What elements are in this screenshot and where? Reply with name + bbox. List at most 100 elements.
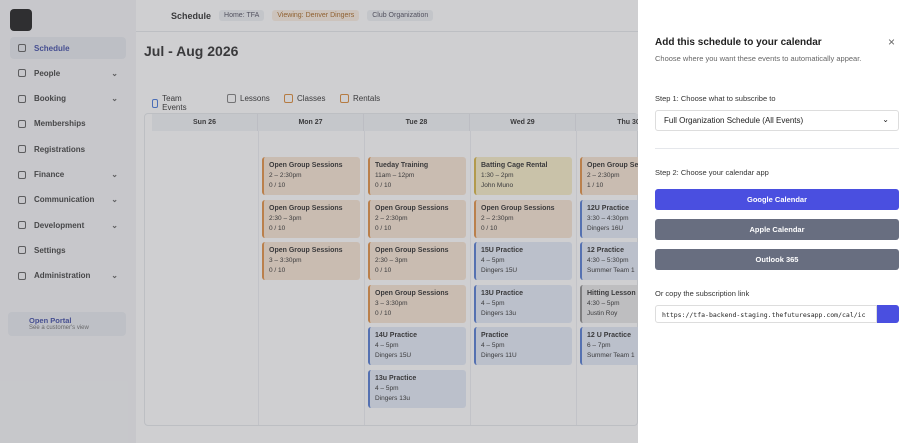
event-time: 1:30 – 2pm bbox=[481, 172, 514, 179]
event-title: 13U Practice bbox=[481, 289, 524, 297]
filter[interactable]: Lessons bbox=[227, 94, 270, 103]
event-time: 4:30 – 5pm bbox=[587, 299, 620, 307]
drawer: Add this schedule to your calendar × Cho… bbox=[638, 0, 916, 443]
chip[interactable]: Club Organization bbox=[367, 10, 434, 21]
nav-item[interactable]: Finance ⌄ bbox=[10, 164, 126, 186]
event-detail: 0 / 10 bbox=[375, 182, 392, 189]
event-detail: 0 / 10 bbox=[269, 224, 286, 232]
nav-item[interactable]: Development ⌄ bbox=[10, 214, 126, 236]
link-field[interactable]: https://tfa-backend-staging.thefuturesap… bbox=[655, 305, 877, 323]
event-card[interactable]: 15U Practice 4 – 5pm Dingers 15U bbox=[474, 242, 572, 280]
day-header: Tue 28 bbox=[364, 114, 470, 131]
nav-item[interactable]: Communication ⌄ bbox=[10, 189, 126, 211]
date-range[interactable]: Jul - Aug 2026 bbox=[144, 43, 239, 59]
event-detail: 0 / 10 bbox=[269, 182, 286, 189]
event-card[interactable]: Open Group Sessions 3 – 3:30pm 0 / 10 bbox=[368, 284, 466, 323]
event-time: 3 – 3:30pm bbox=[375, 299, 408, 307]
event-detail: 1 / 10 bbox=[587, 182, 604, 189]
day-column bbox=[576, 131, 577, 425]
event-title: 13u Practice bbox=[375, 374, 417, 382]
chevron: ⌄ bbox=[111, 220, 118, 230]
event-title: Open Group Sessions bbox=[375, 204, 449, 212]
chip[interactable]: Viewing: Denver Dingers bbox=[272, 10, 360, 21]
chevron: ⌄ bbox=[111, 68, 118, 78]
event-time: 6 – 7pm bbox=[587, 342, 611, 349]
checkbox[interactable] bbox=[152, 98, 159, 108]
day-column bbox=[470, 131, 471, 425]
calendar-button[interactable]: Apple Calendar bbox=[655, 219, 899, 240]
event-time: 2 – 2:30pm bbox=[375, 214, 408, 222]
event-card[interactable]: Open Group Sessions 2 – 2:30pm 0 / 10 bbox=[474, 199, 572, 238]
event-detail: John Muno bbox=[481, 182, 514, 189]
event-title: Open Group Sessions bbox=[481, 204, 555, 212]
nav-item[interactable]: Schedule bbox=[10, 37, 126, 59]
filter[interactable]: Rentals bbox=[340, 94, 380, 103]
sidebar: Open Portal See a customer's view Schedu… bbox=[0, 0, 136, 443]
day-header: Wed 29 bbox=[470, 114, 576, 131]
event-card[interactable]: 14U Practice 4 – 5pm Dingers 15U bbox=[368, 327, 466, 365]
nav-item[interactable]: People ⌄ bbox=[10, 62, 126, 84]
event-title: Open Group Sessions bbox=[269, 204, 343, 212]
event-title: 12U Practice bbox=[587, 204, 630, 212]
event-time: 4:30 – 5:30pm bbox=[587, 257, 629, 264]
event-detail: 0 / 10 bbox=[269, 267, 286, 274]
filter-label: Team Events bbox=[162, 94, 187, 112]
checkbox[interactable] bbox=[284, 94, 293, 103]
event-detail: Dingers 11U bbox=[481, 352, 517, 359]
event-title: Hitting Lesson bbox=[587, 289, 636, 297]
checkbox[interactable] bbox=[340, 94, 349, 103]
nav-label: Communication bbox=[34, 195, 95, 205]
copy-button[interactable] bbox=[877, 305, 899, 323]
nav-label: People bbox=[34, 68, 61, 78]
event-title: Open Group Sessions bbox=[587, 162, 661, 169]
nav-icon bbox=[18, 271, 26, 280]
event-card[interactable]: Batting Cage Rental 1:30 – 2pm John Muno bbox=[474, 157, 572, 195]
select-value: Full Organization Schedule (All Events) bbox=[664, 116, 804, 125]
event-title: Batting Cage Rental bbox=[481, 162, 548, 169]
event-card[interactable]: Tueday Training 11am – 12pm 0 / 10 bbox=[368, 157, 466, 195]
nav-item[interactable]: Administration ⌄ bbox=[10, 265, 126, 287]
checkbox[interactable] bbox=[227, 94, 236, 103]
event-title: Open Group Sessions bbox=[269, 247, 343, 254]
event-card[interactable]: Open Group Sessions 2:30 – 3pm 0 / 10 bbox=[368, 242, 466, 280]
divider bbox=[655, 148, 899, 149]
nav-icon bbox=[18, 170, 26, 179]
open-portal[interactable]: Open Portal See a customer's view bbox=[8, 312, 126, 336]
drawer-subtitle: Choose where you want these events to au… bbox=[655, 54, 862, 63]
portal-title: Open Portal bbox=[29, 316, 72, 325]
calendar-button[interactable]: Outlook 365 bbox=[655, 249, 899, 270]
overlay[interactable] bbox=[0, 0, 638, 443]
event-title: Practice bbox=[481, 332, 509, 339]
event-title: 12 U Practice bbox=[587, 332, 631, 339]
filter-label: Classes bbox=[297, 94, 326, 103]
nav-item[interactable]: Settings bbox=[10, 239, 126, 261]
nav-item[interactable]: Memberships bbox=[10, 113, 126, 135]
event-title: Tueday Training bbox=[375, 162, 429, 169]
nav-label: Administration bbox=[34, 271, 91, 281]
event-time: 4 – 5pm bbox=[481, 257, 505, 264]
event-card[interactable]: Open Group Sessions 2 – 2:30pm 0 / 10 bbox=[368, 199, 466, 238]
event-card[interactable]: Practice 4 – 5pm Dingers 11U bbox=[474, 327, 572, 365]
event-time: 2 – 2:30pm bbox=[587, 172, 620, 179]
chip[interactable]: Home: TFA bbox=[219, 10, 265, 21]
calendar-button[interactable]: Google Calendar bbox=[655, 189, 899, 210]
event-card[interactable]: Open Group Sessions 2:30 – 3pm 0 / 10 bbox=[262, 199, 360, 238]
chevron: ⌄ bbox=[111, 94, 118, 104]
nav-item[interactable]: Booking ⌄ bbox=[10, 88, 126, 110]
event-card[interactable]: 13U Practice 4 – 5pm Dingers 13u bbox=[474, 284, 572, 323]
event-detail: Dingers 13u bbox=[481, 309, 517, 317]
event-card[interactable]: Open Group Sessions 2 – 2:30pm 0 / 10 bbox=[262, 157, 360, 195]
event-card[interactable]: 13u Practice 4 – 5pm Dingers 13u bbox=[368, 369, 466, 408]
page-title: Schedule bbox=[171, 10, 212, 21]
filter[interactable]: Team Events bbox=[152, 94, 189, 112]
event-title: 12 Practice bbox=[587, 247, 624, 254]
event-time: 2 – 2:30pm bbox=[481, 214, 514, 222]
step-label: Step 2: Choose your calendar app bbox=[655, 168, 769, 177]
nav-item[interactable]: Registrations bbox=[10, 138, 126, 160]
event-card[interactable]: Open Group Sessions 3 – 3:30pm 0 / 10 bbox=[262, 242, 360, 280]
filter[interactable]: Classes bbox=[284, 94, 325, 103]
filter-label: Lessons bbox=[240, 94, 270, 103]
select[interactable]: Full Organization Schedule (All Events) ⌄ bbox=[655, 110, 899, 131]
close-button[interactable]: × bbox=[888, 35, 896, 49]
